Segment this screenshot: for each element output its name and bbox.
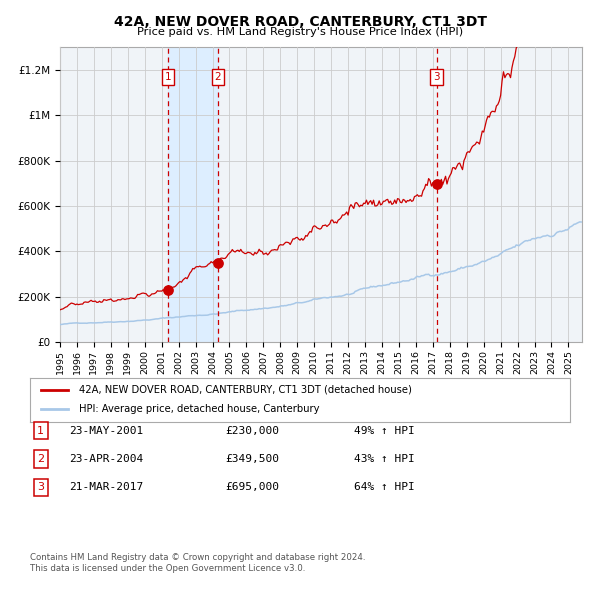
Text: 1: 1 — [37, 426, 44, 435]
Text: 23-APR-2004: 23-APR-2004 — [69, 454, 143, 464]
Point — [213, 258, 223, 268]
Text: 64% ↑ HPI: 64% ↑ HPI — [354, 483, 415, 492]
Text: 21-MAR-2017: 21-MAR-2017 — [69, 483, 143, 492]
Point — [432, 180, 442, 189]
Text: HPI: Average price, detached house, Canterbury: HPI: Average price, detached house, Cant… — [79, 405, 319, 414]
Text: £349,500: £349,500 — [225, 454, 279, 464]
Text: 49% ↑ HPI: 49% ↑ HPI — [354, 426, 415, 435]
Point — [163, 286, 173, 295]
Text: 23-MAY-2001: 23-MAY-2001 — [69, 426, 143, 435]
Text: £230,000: £230,000 — [225, 426, 279, 435]
Text: 42A, NEW DOVER ROAD, CANTERBURY, CT1 3DT: 42A, NEW DOVER ROAD, CANTERBURY, CT1 3DT — [113, 15, 487, 29]
Text: Contains HM Land Registry data © Crown copyright and database right 2024.: Contains HM Land Registry data © Crown c… — [30, 553, 365, 562]
Text: 42A, NEW DOVER ROAD, CANTERBURY, CT1 3DT (detached house): 42A, NEW DOVER ROAD, CANTERBURY, CT1 3DT… — [79, 385, 412, 395]
Text: 2: 2 — [214, 72, 221, 81]
Text: 1: 1 — [165, 72, 172, 81]
Bar — [168, 47, 218, 342]
Text: This data is licensed under the Open Government Licence v3.0.: This data is licensed under the Open Gov… — [30, 565, 305, 573]
Text: £695,000: £695,000 — [225, 483, 279, 492]
Text: 43% ↑ HPI: 43% ↑ HPI — [354, 454, 415, 464]
Text: 3: 3 — [37, 483, 44, 492]
Text: Price paid vs. HM Land Registry's House Price Index (HPI): Price paid vs. HM Land Registry's House … — [137, 27, 463, 37]
Text: 3: 3 — [433, 72, 440, 81]
Text: 2: 2 — [37, 454, 44, 464]
